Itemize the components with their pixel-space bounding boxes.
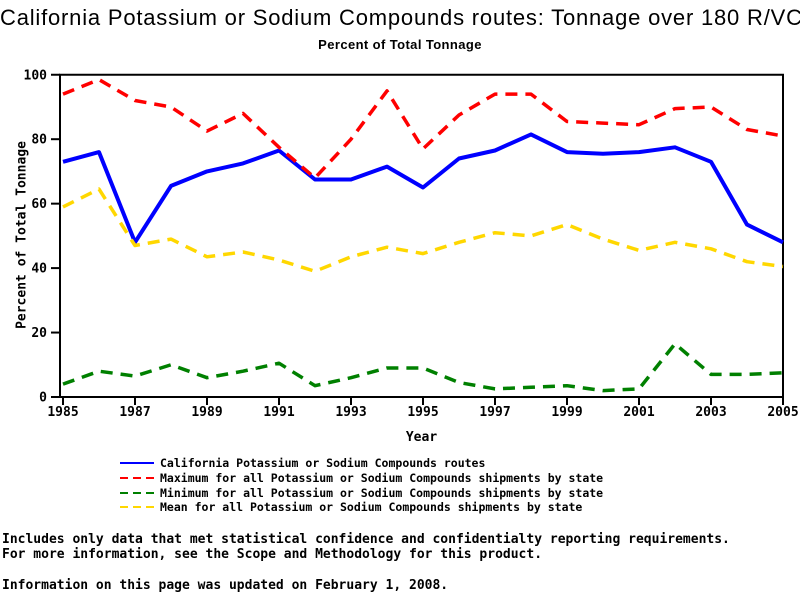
y-tick-label: 0 bbox=[39, 391, 47, 406]
plot-frame bbox=[59, 73, 784, 398]
chart-subtitle: Percent of Total Tonnage bbox=[318, 37, 482, 52]
x-tick-label: 1993 bbox=[335, 405, 366, 420]
series-line-0 bbox=[62, 132, 784, 245]
x-tick-label: 2003 bbox=[695, 405, 726, 420]
x-tick-label: 1999 bbox=[551, 405, 582, 420]
y-tick-label: 20 bbox=[31, 326, 47, 341]
legend-swatch-3 bbox=[120, 506, 154, 509]
y-axis-label: Percent of Total Tonnage bbox=[14, 141, 30, 329]
legend: California Potassium or Sodium Compounds… bbox=[119, 456, 603, 515]
footnotes: Includes only data that met statistical … bbox=[2, 532, 730, 562]
legend-label: Minimum for all Potassium or Sodium Comp… bbox=[160, 485, 604, 500]
legend-label: Mean for all Potassium or Sodium Compoun… bbox=[160, 500, 583, 515]
series-line-3 bbox=[62, 187, 784, 274]
series-line-1 bbox=[62, 77, 784, 180]
plot-area: 0 20 40 60 80 100 1985 1987 1989 1991 1993 1995 1997… bbox=[24, 68, 799, 420]
x-axis-label: Year bbox=[405, 430, 438, 445]
x-tick-label: 2001 bbox=[623, 405, 654, 420]
y-tick-label: 40 bbox=[31, 262, 47, 277]
x-tick-label: 1987 bbox=[119, 405, 150, 420]
footnote-line-1: Includes only data that met statistical … bbox=[2, 532, 730, 547]
x-tick-label: 1995 bbox=[407, 405, 438, 420]
legend-item-2: Minimum for all Potassium or Sodium Comp… bbox=[119, 485, 603, 500]
x-tick-label: 2005 bbox=[767, 405, 798, 420]
footnote-line-2: For more information, see the Scope and … bbox=[2, 546, 543, 562]
y-tick-label: 100 bbox=[24, 68, 48, 83]
y-tick-label: 80 bbox=[31, 133, 47, 148]
legend-label: Maximum for all Potassium or Sodium Comp… bbox=[160, 471, 604, 486]
legend-item-1: Maximum for all Potassium or Sodium Comp… bbox=[119, 471, 603, 486]
x-tick-label: 1985 bbox=[47, 405, 78, 420]
chart-title: California Potassium or Sodium Compounds… bbox=[0, 5, 800, 30]
x-tick-label: 1991 bbox=[263, 405, 294, 420]
legend-swatch-0 bbox=[120, 462, 154, 465]
x-tick-label: 1989 bbox=[191, 405, 222, 420]
legend-item-0: California Potassium or Sodium Compounds… bbox=[119, 456, 603, 471]
x-tick-label: 1997 bbox=[479, 405, 510, 420]
legend-swatch-1 bbox=[120, 477, 154, 480]
series-line-2 bbox=[62, 342, 784, 393]
legend-label: California Potassium or Sodium Compounds… bbox=[160, 456, 486, 471]
updated-note: Information on this page was updated on … bbox=[2, 578, 449, 593]
legend-swatch-2 bbox=[120, 491, 154, 494]
legend-item-3: Mean for all Potassium or Sodium Compoun… bbox=[119, 500, 603, 515]
y-tick-label: 60 bbox=[31, 197, 47, 212]
